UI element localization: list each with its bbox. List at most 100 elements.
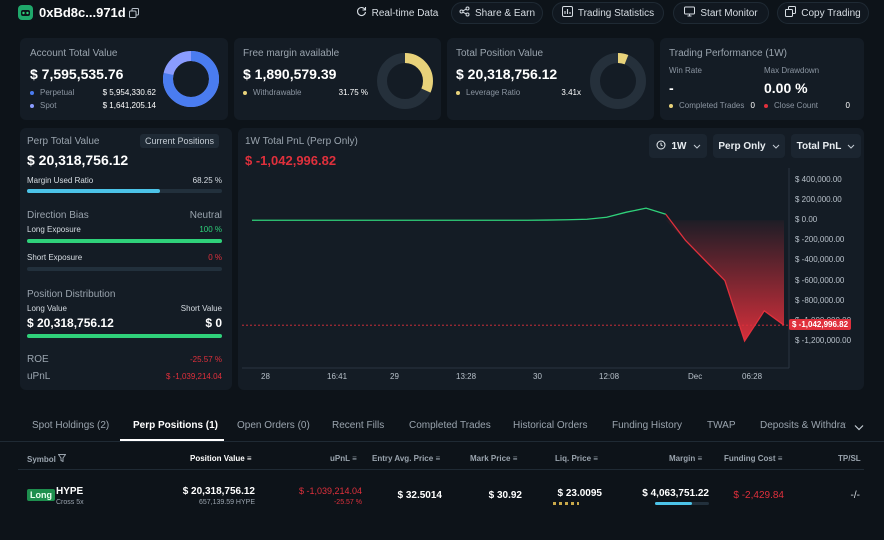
account-donut [163,51,219,107]
direction-bias-label: Direction Bias [27,210,89,221]
margin-used-pct: 68.25 % [192,176,222,185]
spot-label: Spot [40,101,57,110]
realtime-data-button[interactable]: Real-time Data [350,2,444,24]
short-exposure-bar [27,267,222,271]
col-entry-price[interactable]: Entry Avg. Price ≡ [372,454,440,463]
account-value-card: Account Total Value $ 7,595,535.76 Perpe… [20,38,228,120]
copy-icon [785,6,797,20]
wallet-address[interactable]: 0xBd8c...971d [39,5,126,20]
side-badge: Long [27,489,55,501]
perpetual-row: Perpetual $ 5,954,330.62 [30,88,156,97]
performance-title: Trading Performance (1W) [669,48,787,59]
start-monitor-label: Start Monitor [700,7,758,19]
withdrawable-label: Withdrawable [253,88,302,97]
tabs-expand-chevron-icon[interactable] [854,422,864,434]
row-tpsl[interactable]: -/- [850,490,860,501]
trading-statistics-button[interactable]: Trading Statistics [552,2,664,24]
perp-total-value: $ 20,318,756.12 [27,152,129,168]
row-margin-bar [655,502,709,505]
long-value: $ 20,318,756.12 [27,316,114,330]
chevron-down-icon [693,141,701,152]
pnl-line-negative [665,213,785,343]
position-value-card: Total Position Value $ 20,318,756.12 Lev… [447,38,654,120]
perpetual-value: $ 5,954,330.62 [102,88,156,97]
close-count-value: 0 [845,101,850,110]
perp-total-title: Perp Total Value [27,136,100,147]
y-tick-label: $ 0.00 [795,215,818,225]
bar-chart-icon [561,6,573,20]
col-position-value[interactable]: Position Value ≡ [190,454,252,463]
row-funding-cost: $ -2,429.84 [733,490,784,501]
share-earn-label: Share & Earn [474,7,536,19]
col-funding-cost[interactable]: Funding Cost ≡ [724,454,782,463]
filter-icon[interactable] [57,454,67,464]
tab-historical-orders[interactable]: Historical Orders [513,420,588,431]
tab-open-orders[interactable]: Open Orders (0) [237,420,310,431]
position-value: $ 20,318,756.12 [456,66,558,82]
roe-label: ROE [27,354,49,365]
row-upnl: $ -1,039,214.04 [298,486,362,496]
tab-funding-history[interactable]: Funding History [612,420,683,431]
copy-trading-button[interactable]: Copy Trading [777,2,869,24]
table-header [18,446,864,470]
y-tick-label: $ -200,000.00 [795,235,845,245]
start-monitor-button[interactable]: Start Monitor [673,2,769,24]
close-count-row: Close Count 0 [764,101,850,110]
position-distribution-label: Position Distribution [27,289,116,300]
copy-address-icon[interactable] [129,8,139,18]
leverage-dot [456,90,460,95]
sort-icon: ≡ [777,454,783,463]
max-drawdown-label: Max Drawdown [764,66,820,75]
y-tick-label: $ 200,000.00 [795,195,842,205]
distribution-fill [27,334,222,338]
col-position-value-label: Position Value [190,454,245,463]
y-tick-label: $ 400,000.00 [795,175,842,184]
position-value-title: Total Position Value [456,48,544,59]
sort-icon: ≡ [697,454,703,463]
tab-twap[interactable]: TWAP [707,420,736,431]
period-dropdown[interactable]: 1W [649,134,707,158]
long-exposure-fill [27,239,222,243]
perpetual-label: Perpetual [40,88,75,97]
col-entry-price-label: Entry Avg. Price [372,454,434,463]
col-liq-price[interactable]: Liq. Price ≡ [555,454,598,463]
col-mark-price[interactable]: Mark Price ≡ [470,454,517,463]
col-margin[interactable]: Margin ≡ [669,454,702,463]
pnl-chart[interactable] [238,168,864,390]
tab-recent-fills[interactable]: Recent Fills [332,420,385,431]
scope-dropdown[interactable]: Perp Only [713,134,785,158]
short-value: $ 0 [205,316,222,330]
row-mode: Cross 5x [56,499,84,506]
metric-dropdown[interactable]: Total PnL [791,134,861,158]
y-tick-label: $ -1,200,000.00 [795,335,852,345]
tab-perp-positions[interactable]: Perp Positions (1) [133,420,219,431]
trading-statistics-label: Trading Statistics [577,7,655,19]
long-exposure-bar [27,239,222,243]
perpetual-dot [30,90,34,95]
completed-trades-label: Completed Trades [679,101,745,110]
pnl-chart-title: 1W Total PnL (Perp Only) [245,136,358,147]
win-rate-value: - [669,80,674,96]
sort-icon: ≡ [246,454,252,463]
max-drawdown-value: 0.00 % [764,80,808,96]
leverage-label: Leverage Ratio [466,88,521,97]
tab-spot-holdings[interactable]: Spot Holdings (2) [32,420,110,431]
x-tick-label: 28 [261,372,270,381]
row-liq-price: $ 23.0095 [557,488,603,499]
share-earn-button[interactable]: Share & Earn [451,2,543,24]
sort-icon: ≡ [593,454,598,463]
margin-used-label: Margin Used Ratio [27,176,94,185]
tab-completed-trades[interactable]: Completed Trades [409,420,491,431]
col-symbol[interactable]: Symbol [27,454,67,464]
current-pnl-tag: $ -1,042,996.82 [789,319,852,331]
free-margin-card: Free margin available $ 1,890,579.39 Wit… [234,38,441,120]
chevron-down-icon [772,141,780,152]
current-positions-button[interactable]: Current Positions [140,134,220,148]
spot-value: $ 1,641,205.14 [102,101,156,110]
row-symbol[interactable]: HYPE [56,486,84,497]
sort-icon: ≡ [435,454,441,463]
tab-deposits-withdraw[interactable]: Deposits & Withdraw [760,420,846,431]
long-value-label: Long Value [27,304,67,313]
direction-bias-value: Neutral [189,210,222,221]
col-upnl[interactable]: uPnL ≡ [330,454,357,463]
